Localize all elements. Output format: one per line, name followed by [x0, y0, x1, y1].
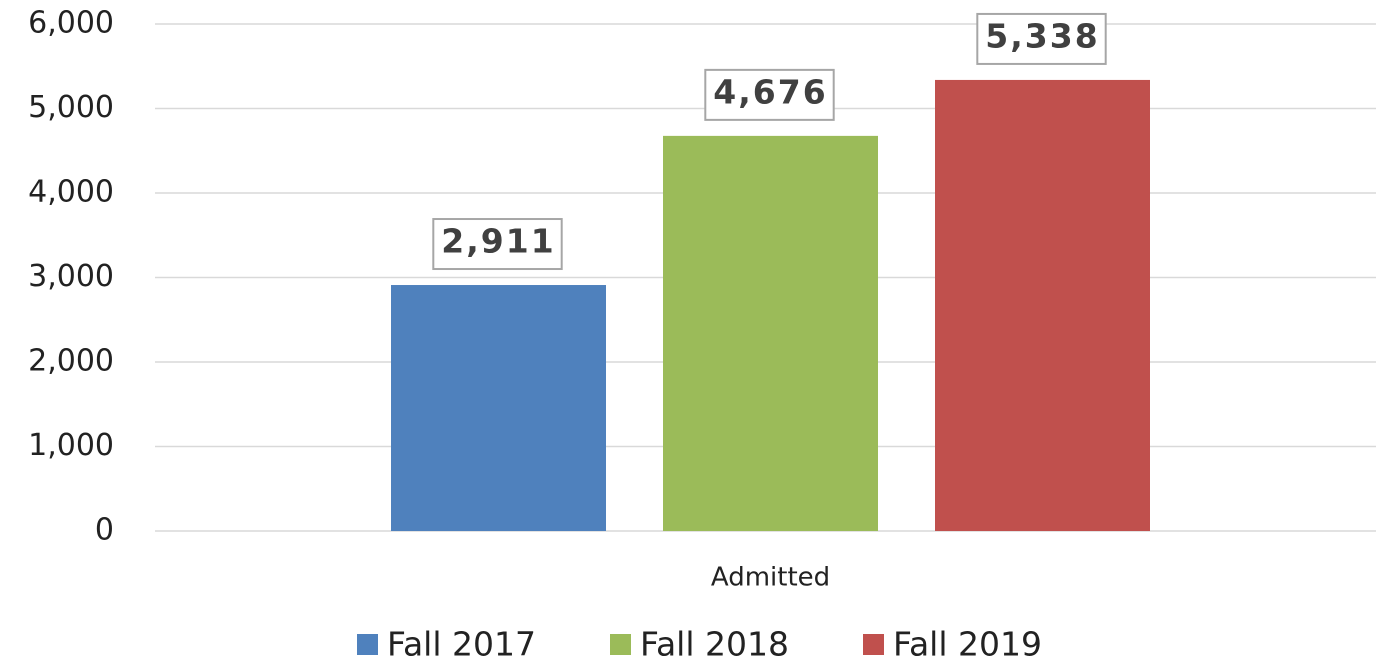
legend-label: Fall 2018 — [640, 625, 789, 664]
legend-swatch — [610, 634, 631, 655]
bar — [935, 79, 1150, 532]
value-label: 5,338 — [985, 16, 1099, 55]
value-label-box — [432, 218, 563, 271]
y-tick-label: 6,000 — [28, 6, 114, 41]
y-tick-label: 2,000 — [28, 344, 114, 379]
value-label-box — [704, 68, 835, 121]
bar — [391, 285, 606, 531]
legend-label: Fall 2017 — [387, 625, 536, 664]
value-label: 4,676 — [713, 72, 827, 111]
bar — [663, 135, 878, 532]
y-tick-label: 4,000 — [28, 175, 114, 210]
legend-swatch — [863, 634, 884, 655]
value-label-box — [976, 12, 1107, 65]
y-tick-label: 3,000 — [28, 259, 114, 294]
y-tick-label: 1,000 — [28, 428, 114, 463]
y-tick-label: 5,000 — [28, 90, 114, 125]
x-tick-label: Admitted — [711, 563, 830, 593]
legend-label: Fall 2019 — [893, 625, 1042, 664]
legend-swatch — [357, 634, 378, 655]
value-label: 2,911 — [441, 222, 555, 261]
y-tick-label: 0 — [95, 513, 114, 548]
